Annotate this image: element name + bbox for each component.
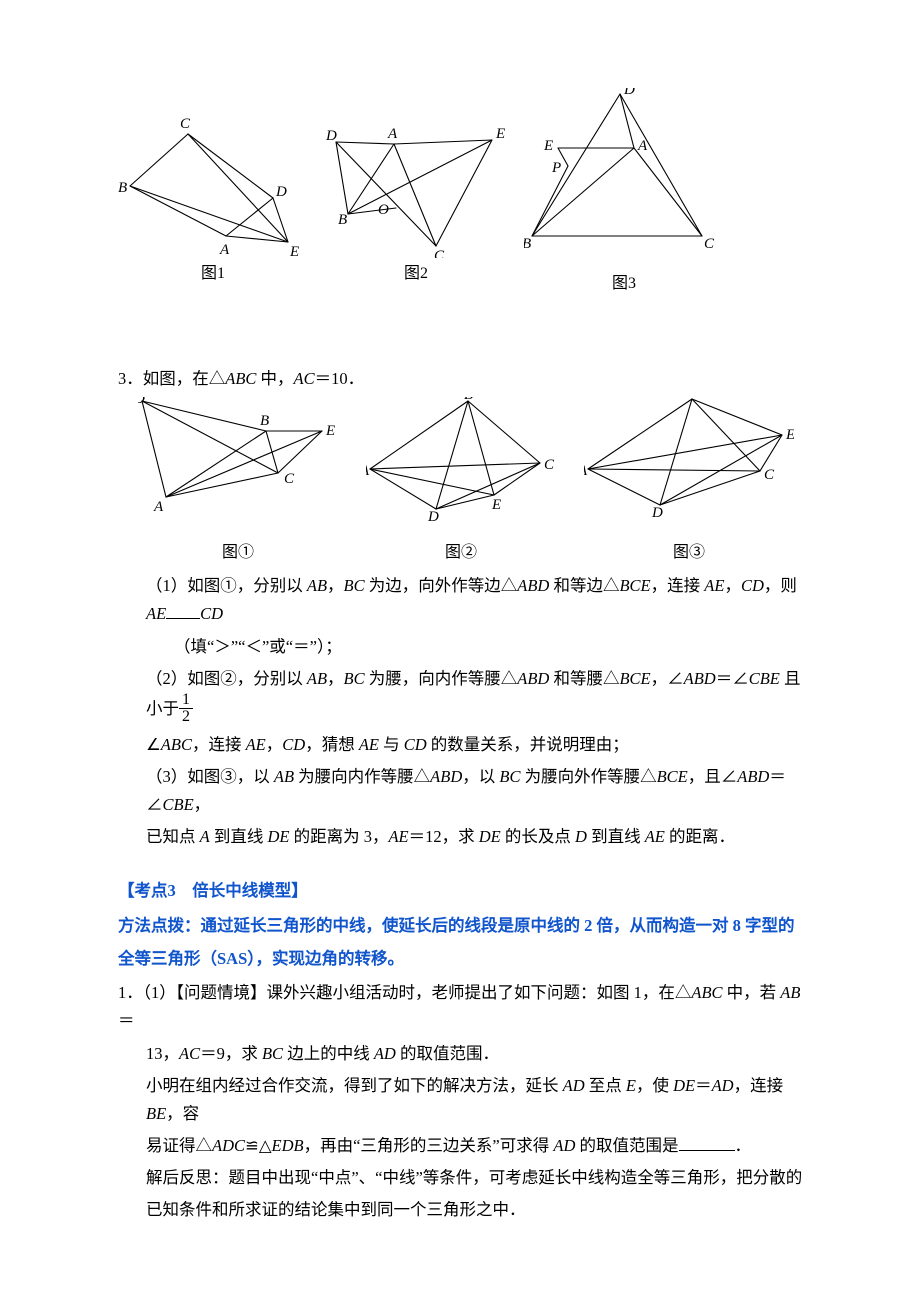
fig1-1: B C A D E 图1 (118, 88, 308, 297)
fig3-1: D B E C A 图① (138, 397, 338, 566)
fig3-3: B A E C D 图③ (584, 397, 794, 566)
svg-text:C: C (544, 457, 555, 473)
svg-text:C: C (284, 471, 295, 487)
fig3-1-svg: D B E C A (138, 397, 338, 537)
svg-text:D: D (138, 397, 145, 407)
fig3-2-label: 图② (366, 539, 556, 566)
svg-text:D: D (651, 505, 663, 521)
svg-text:A: A (584, 463, 588, 479)
svg-text:C: C (764, 467, 775, 483)
fig1-2-svg: D A E B O C (316, 88, 516, 258)
svg-text:E: E (491, 497, 501, 513)
svg-text:D: D (325, 128, 337, 144)
q3-part1b: （填“＞”“＜”或“＝”）； (118, 633, 810, 661)
figure-row-top: BCADE 图1 DAEBOC 图2 DBCAEP 图3 (118, 88, 810, 297)
q1-p4a: 易证得△ADC≌△EDB，再由“三角形的三边关系”可求得 AD 的取值范围是 (146, 1136, 679, 1155)
section-title: 【考点3 倍长中线模型】 (118, 877, 810, 905)
fig1-1-svg: B C A D E (118, 88, 308, 258)
svg-text:D: D (427, 509, 439, 525)
svg-text:D: D (275, 184, 287, 200)
fig3-3-label: 图③ (584, 539, 794, 566)
q1-p6: 已知条件和所求证的结论集中到同一个三角形之中． (118, 1196, 810, 1224)
svg-text:B: B (688, 397, 697, 401)
svg-text:A: A (637, 138, 648, 154)
section-tip: 方法点拨：通过延长三角形的中线，使延长后的线段是原中线的 2 倍，从而构造一对 … (118, 909, 810, 975)
svg-text:B: B (464, 397, 473, 403)
svg-text:A: A (366, 463, 370, 479)
q1-p4: 易证得△ADC≌△EDB，再由“三角形的三边关系”可求得 AD 的取值范围是 ． (118, 1132, 810, 1160)
fig1-3-label: 图3 (524, 270, 724, 297)
q1-p3: 小明在组内经过合作交流，得到了如下的解决方法，延长 AD 至点 E，使 DE＝A… (118, 1072, 810, 1128)
svg-text:C: C (434, 248, 445, 258)
svg-text:B: B (118, 180, 127, 196)
fig1-2-label: 图2 (316, 260, 516, 287)
svg-text:B: B (260, 413, 269, 429)
svg-text:B: B (524, 236, 531, 252)
q3-part2b: ∠ABC，连接 AE，CD，猜想 AE 与 CD 的数量关系，并说明理由； (118, 731, 810, 759)
q3-p2a-text: （2）如图②，分别以 AB，BC 为腰，向内作等腰△ABD 和等腰△BCE，∠A… (146, 669, 801, 718)
q3-part2a: （2）如图②，分别以 AB，BC 为腰，向内作等腰△ABD 和等腰△BCE，∠A… (118, 665, 810, 728)
svg-text:C: C (704, 236, 715, 252)
q3-stem: 3．如图，在△ABC 中，AC＝10． (118, 365, 810, 393)
svg-text:D: D (623, 88, 635, 98)
fig1-3-svg: D B C A EP (524, 88, 724, 268)
q3-part3b: 已知点 A 到直线 DE 的距离为 3，AE＝12，求 DE 的长及点 D 到直… (118, 823, 810, 851)
q1-p5: 解后反思：题目中出现“中点”、“中线”等条件，可考虑延长中线构造全等三角形，把分… (118, 1164, 810, 1192)
q3-part1: （1）如图①，分别以 AB，BC 为边，向外作等边△ABD 和等边△BCE，连接… (118, 572, 810, 628)
q1-p1: 1．（1）【问题情境】课外兴趣小组活动时，老师提出了如下问题：如图 1，在△AB… (118, 979, 810, 1035)
svg-text:E: E (495, 126, 505, 142)
svg-text:E: E (325, 423, 335, 439)
q3-p1a: （1）如图①，分别以 AB，BC 为边，向外作等边△ABD 和等边△BCE，连接… (146, 576, 797, 623)
svg-text:E: E (785, 427, 794, 443)
fig1-3: D B C A EP 图3 (524, 88, 724, 297)
blank-ad-range (679, 1133, 735, 1151)
q1-p2: 13，AC＝9，求 BC 边上的中线 AD 的取值范围． (118, 1040, 810, 1068)
fig3-1-label: 图① (138, 539, 338, 566)
svg-text:A: A (219, 242, 230, 258)
svg-text:P: P (551, 160, 561, 176)
fig3-2: B A C D E 图② (366, 397, 556, 566)
svg-text:E: E (289, 244, 299, 258)
fig1-1-label: 图1 (118, 260, 308, 287)
fig3-2-svg: B A C D E (366, 397, 556, 537)
fig3-3-svg: B A E C D (584, 397, 794, 537)
svg-text:O: O (378, 202, 389, 218)
fraction-half: 12 (179, 692, 193, 727)
q1-p4b: ． (735, 1136, 752, 1155)
q3-p1b: CD (200, 604, 223, 623)
frac-num: 1 (179, 692, 193, 710)
svg-text:B: B (338, 212, 347, 228)
svg-text:A: A (153, 499, 164, 515)
frac-den: 2 (179, 709, 193, 726)
blank-ae-cd (166, 602, 200, 620)
svg-text:E: E (543, 138, 553, 154)
svg-text:C: C (180, 116, 191, 132)
q3-part3a: （3）如图③，以 AB 为腰向内作等腰△ABD，以 BC 为腰向外作等腰△BCE… (118, 763, 810, 819)
figure-row-q3: D B E C A 图① B A C D E 图② B A E C D 图③ (118, 397, 810, 566)
svg-text:A: A (387, 126, 398, 142)
fig1-2: D A E B O C 图2 (316, 88, 516, 297)
